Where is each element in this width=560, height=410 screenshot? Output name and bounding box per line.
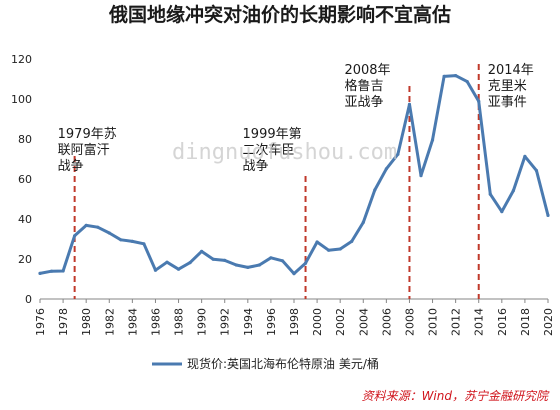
data-point xyxy=(315,240,319,244)
x-tick-label: 1982 xyxy=(103,308,116,336)
data-point xyxy=(361,220,365,224)
legend: 现货价:英国北海布伦特原油 美元/桶 xyxy=(152,356,379,371)
series-group xyxy=(38,74,550,276)
data-point xyxy=(523,154,527,158)
y-tick-label: 100 xyxy=(11,93,32,106)
event-label-1979: 联阿富汗 xyxy=(58,142,110,158)
data-point xyxy=(303,261,308,265)
data-point xyxy=(130,239,134,243)
x-tick-label: 1980 xyxy=(80,308,93,336)
x-tick-label: 1990 xyxy=(196,308,209,336)
data-point xyxy=(257,263,261,267)
event-label-2008: 亚战争 xyxy=(344,95,383,110)
x-tick-label: 1996 xyxy=(265,308,278,336)
x-tick-label: 2012 xyxy=(450,308,463,336)
event-label-2014: 2014年 xyxy=(488,63,534,78)
series-line xyxy=(38,74,550,276)
data-point xyxy=(73,234,77,238)
x-tick-label: 2004 xyxy=(357,308,370,336)
event-label-1979: 1979年苏 xyxy=(58,126,117,142)
data-point xyxy=(280,259,285,263)
data-point xyxy=(107,231,111,235)
data-point xyxy=(38,271,42,275)
data-point xyxy=(373,188,377,192)
data-point xyxy=(49,269,54,273)
x-tick-label: 2014 xyxy=(473,308,486,336)
x-tick-label: 1992 xyxy=(219,308,232,336)
y-tick-label: 0 xyxy=(25,293,32,306)
x-tick-label: 2008 xyxy=(403,308,416,336)
y-tick-label: 60 xyxy=(18,173,32,186)
y-tick-label: 20 xyxy=(18,253,32,266)
data-point xyxy=(419,174,423,178)
data-point xyxy=(176,267,181,271)
event-label-2008: 2008年 xyxy=(344,63,390,78)
data-point xyxy=(338,247,342,251)
data-point xyxy=(350,239,354,243)
data-point xyxy=(200,249,204,253)
data-point xyxy=(500,210,504,214)
data-point xyxy=(246,265,250,269)
data-point xyxy=(211,257,215,261)
data-point xyxy=(396,152,400,156)
data-point xyxy=(269,256,273,260)
x-tick-label: 2010 xyxy=(427,308,440,336)
data-point xyxy=(153,268,158,272)
axes: 0 20 40 60 80 100 120 1976 1978 1980 1982 1984 1986 1… xyxy=(11,53,555,336)
x-tick-label: 2000 xyxy=(311,308,324,336)
x-tick-label: 2002 xyxy=(334,308,347,336)
data-point xyxy=(96,225,100,229)
data-point xyxy=(188,261,192,265)
x-tick-label: 2016 xyxy=(496,308,509,336)
data-point xyxy=(327,248,331,252)
x-tick-label: 1978 xyxy=(57,308,70,336)
event-markers: 1979年苏联阿富汗战争1999年第二次车臣战争2008年格鲁吉亚战争2014年… xyxy=(58,63,534,299)
y-tick-label: 120 xyxy=(11,53,32,66)
x-tick-label: 1998 xyxy=(288,308,301,336)
data-point xyxy=(534,169,539,173)
event-label-1999: 二次车臣 xyxy=(243,142,295,158)
data-point xyxy=(511,189,515,193)
data-point xyxy=(119,238,123,242)
x-tick-label: 2006 xyxy=(380,308,393,336)
chart-title: 俄国地缘冲突对油价的长期影响不宜高估 xyxy=(108,3,451,26)
source-note: 资料来源：Wind，苏宁金融研究院 xyxy=(362,389,550,403)
x-tick-label: 2020 xyxy=(542,308,555,336)
event-label-2008: 格鲁吉 xyxy=(344,78,383,94)
event-label-1979: 战争 xyxy=(58,159,84,174)
watermark: dingnuofushou.com xyxy=(172,140,397,165)
data-point xyxy=(223,258,227,262)
data-point xyxy=(234,263,238,267)
y-tick-label: 40 xyxy=(18,213,32,226)
data-point xyxy=(465,80,469,84)
data-point xyxy=(84,223,88,227)
legend-label: 现货价:英国北海布伦特原油 美元/桶 xyxy=(187,356,379,371)
event-label-2014: 亚事件 xyxy=(488,95,527,110)
data-point xyxy=(61,269,65,273)
data-point xyxy=(292,272,296,276)
data-point xyxy=(454,74,458,78)
x-tick-label: 1988 xyxy=(173,308,186,336)
data-point xyxy=(165,260,169,264)
x-tick-label: 1986 xyxy=(149,308,162,336)
event-label-1999: 战争 xyxy=(243,159,269,174)
x-tick-label: 1976 xyxy=(34,308,47,336)
event-label-2014: 克里米 xyxy=(488,79,527,94)
data-point xyxy=(430,138,435,142)
data-point xyxy=(142,242,146,246)
data-point xyxy=(384,167,388,171)
data-point xyxy=(546,213,550,217)
event-label-1999: 1999年第 xyxy=(243,127,302,142)
y-tick-label: 80 xyxy=(18,133,32,146)
data-point xyxy=(407,102,412,106)
x-tick-label: 2018 xyxy=(519,308,532,336)
x-tick-label: 1984 xyxy=(126,308,139,336)
data-point xyxy=(442,74,446,78)
x-tick-label: 1994 xyxy=(242,308,255,336)
data-point xyxy=(477,99,481,103)
data-point xyxy=(488,192,492,196)
